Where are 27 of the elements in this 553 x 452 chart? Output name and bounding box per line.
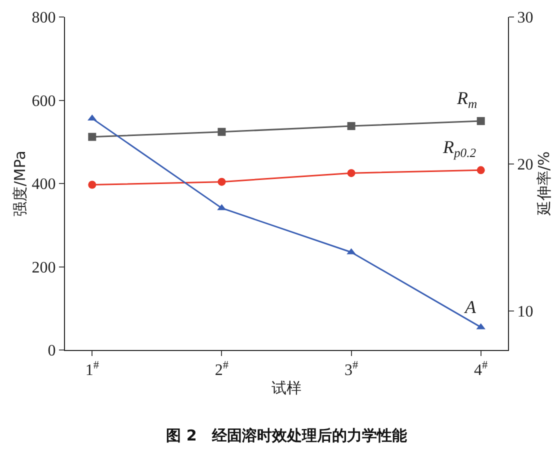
x-axis-title: 试样 bbox=[272, 379, 302, 398]
point bbox=[218, 178, 226, 186]
y-axis-title: 强度/MPa bbox=[11, 150, 29, 216]
point bbox=[476, 166, 485, 174]
y2-axis-title: 延伸率/% bbox=[535, 151, 553, 217]
y2-tick-label: 10 bbox=[517, 304, 534, 321]
x-tick-label: 1$^{#}$ bbox=[85, 359, 100, 380]
y-tick-label: 200 bbox=[32, 259, 56, 276]
y-tick-label: 600 bbox=[32, 92, 56, 110]
series-label: R$_{m}$ bbox=[456, 88, 478, 111]
x-tick-label: 4$^{#}$ bbox=[474, 359, 488, 380]
point bbox=[88, 180, 96, 189]
point bbox=[347, 122, 356, 130]
series-label: A bbox=[464, 297, 477, 317]
x-tick-label: 3$^{#}$ bbox=[344, 359, 358, 380]
y-tick-label: 0 bbox=[48, 342, 56, 360]
y-tick-label: 800 bbox=[32, 10, 56, 27]
y2-tick-label: 20 bbox=[517, 156, 534, 174]
x-tick-label: 2$^{#}$ bbox=[214, 359, 229, 380]
y2-tick-label: 30 bbox=[517, 10, 534, 27]
series-label: R$_{p0.2}$ bbox=[442, 137, 477, 160]
point bbox=[218, 128, 226, 136]
point bbox=[476, 117, 485, 126]
y-tick-label: 400 bbox=[32, 176, 56, 194]
point bbox=[347, 169, 356, 178]
text: 图 2 经固溶时效处理后的力学性能 bbox=[166, 426, 408, 445]
point bbox=[88, 132, 96, 141]
